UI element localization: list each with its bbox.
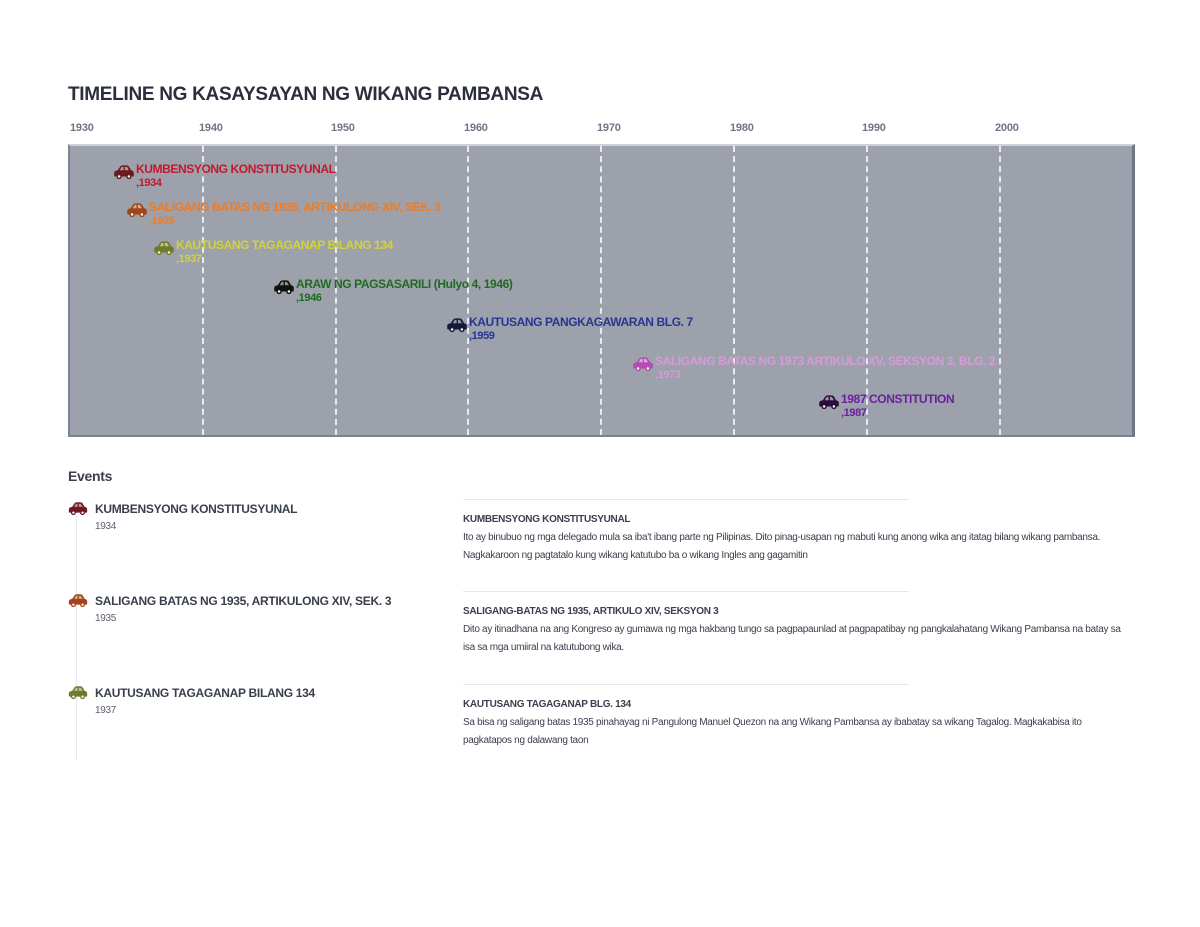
timeline-event[interactable]: KUMBENSYONG KONSTITUSYUNAL ‚1934 (113, 162, 336, 190)
car-icon (446, 317, 468, 333)
timeline-event[interactable]: 1987 CONSTITUTION ‚1987 (818, 392, 955, 420)
event-list-year: 1937 (95, 705, 117, 716)
gridline (467, 146, 469, 435)
x-tick: 1960 (464, 122, 488, 134)
gridline (202, 146, 204, 435)
x-tick: 1980 (730, 122, 754, 134)
event-detail-body: Ito ay binubuo ng mga delegado mula sa i… (463, 532, 1101, 561)
events-connector-line (76, 515, 77, 760)
event-label: KUMBENSYONG KONSTITUSYUNAL (136, 162, 336, 176)
event-detail: SALIGANG-BATAS NG 1935, ARTIKULO XIV, SE… (463, 591, 1123, 657)
event-year: ‚1946 (296, 292, 322, 304)
event-year: ‚1937 (176, 253, 202, 265)
gridline (733, 146, 735, 435)
event-year: ‚1934 (136, 177, 162, 189)
event-year: ‚1987 (841, 407, 867, 419)
event-detail-body: Dito ay itinadhana na ang Kongreso ay gu… (463, 624, 1121, 653)
car-icon (113, 164, 135, 180)
event-label: 1987 CONSTITUTION (841, 392, 955, 406)
x-axis: 1930 1940 1950 1960 1970 1980 1990 2000 (0, 120, 1200, 144)
event-list-label: KUMBENSYONG KONSTITUSYUNAL (95, 502, 298, 516)
x-tick: 1940 (199, 122, 223, 134)
page-title: TIMELINE NG KASAYSAYAN NG WIKANG PAMBANS… (68, 84, 544, 105)
event-detail: KUMBENSYONG KONSTITUSYUNAL Ito ay binubu… (463, 499, 1123, 565)
timeline-event[interactable]: SALIGANG BATAS NG 1935, ARTIKULONG XIV, … (126, 200, 441, 228)
x-tick: 1950 (331, 122, 355, 134)
car-icon (126, 202, 148, 218)
event-year: ‚1935 (149, 215, 175, 227)
car-icon (818, 394, 840, 410)
event-label: ARAW NG PAGSASARILI (Hulyo 4, 1946) (296, 277, 513, 291)
timeline-chart: KUMBENSYONG KONSTITUSYUNAL ‚1934 SALIGAN… (68, 144, 1135, 437)
event-list-label: KAUTUSANG TAGAGANAP BILANG 134 (95, 686, 315, 700)
timeline-event[interactable]: KAUTUSANG PANGKAGAWARAN BLG. 7 ‚1959 (446, 315, 693, 343)
x-tick: 1970 (597, 122, 621, 134)
gridline (335, 146, 337, 435)
event-label: KAUTUSANG PANGKAGAWARAN BLG. 7 (469, 315, 693, 329)
timeline-event[interactable]: ARAW NG PAGSASARILI (Hulyo 4, 1946) ‚194… (273, 277, 513, 305)
event-year: ‚1973 (655, 369, 681, 381)
car-icon (153, 240, 175, 256)
event-label: SALIGANG BATAS NG 1973 ARTIKULO XV, SEKS… (655, 354, 996, 368)
timeline-event[interactable]: KAUTUSANG TAGAGANAP BILANG 134 ‚1937 (153, 238, 393, 266)
event-list-year: 1934 (95, 521, 117, 532)
event-label: KAUTUSANG TAGAGANAP BILANG 134 (176, 238, 393, 252)
gridline (600, 146, 602, 435)
event-list-label: SALIGANG BATAS NG 1935, ARTIKULONG XIV, … (95, 594, 392, 608)
event-label: SALIGANG BATAS NG 1935, ARTIKULONG XIV, … (149, 200, 441, 214)
events-heading: Events (68, 468, 113, 484)
x-tick: 1990 (862, 122, 886, 134)
gridline (866, 146, 868, 435)
car-icon (632, 356, 654, 372)
event-detail-body: Sa bisa ng saligang batas 1935 pinahayag… (463, 717, 1082, 746)
car-icon (273, 279, 295, 295)
event-list-item[interactable]: KUMBENSYONG KONSTITUSYUNAL 1934 (68, 501, 428, 532)
event-year: ‚1959 (469, 330, 495, 342)
gridline (999, 146, 1001, 435)
car-icon (68, 593, 88, 608)
divider (463, 684, 909, 685)
divider (463, 499, 909, 500)
x-tick: 2000 (995, 122, 1019, 134)
divider (463, 591, 909, 592)
event-list-item[interactable]: SALIGANG BATAS NG 1935, ARTIKULONG XIV, … (68, 593, 428, 624)
event-detail-heading: KUMBENSYONG KONSTITUSYUNAL (463, 514, 631, 525)
event-list-year: 1935 (95, 613, 117, 624)
event-detail-heading: SALIGANG-BATAS NG 1935, ARTIKULO XIV, SE… (463, 606, 719, 617)
car-icon (68, 501, 88, 516)
timeline-event[interactable]: SALIGANG BATAS NG 1973 ARTIKULO XV, SEKS… (632, 354, 996, 382)
event-detail: KAUTUSANG TAGAGANAP BLG. 134 Sa bisa ng … (463, 684, 1123, 750)
event-detail-heading: KAUTUSANG TAGAGANAP BLG. 134 (463, 699, 631, 710)
event-list-item[interactable]: KAUTUSANG TAGAGANAP BILANG 134 1937 (68, 685, 428, 716)
car-icon (68, 685, 88, 700)
x-tick: 1930 (70, 122, 94, 134)
